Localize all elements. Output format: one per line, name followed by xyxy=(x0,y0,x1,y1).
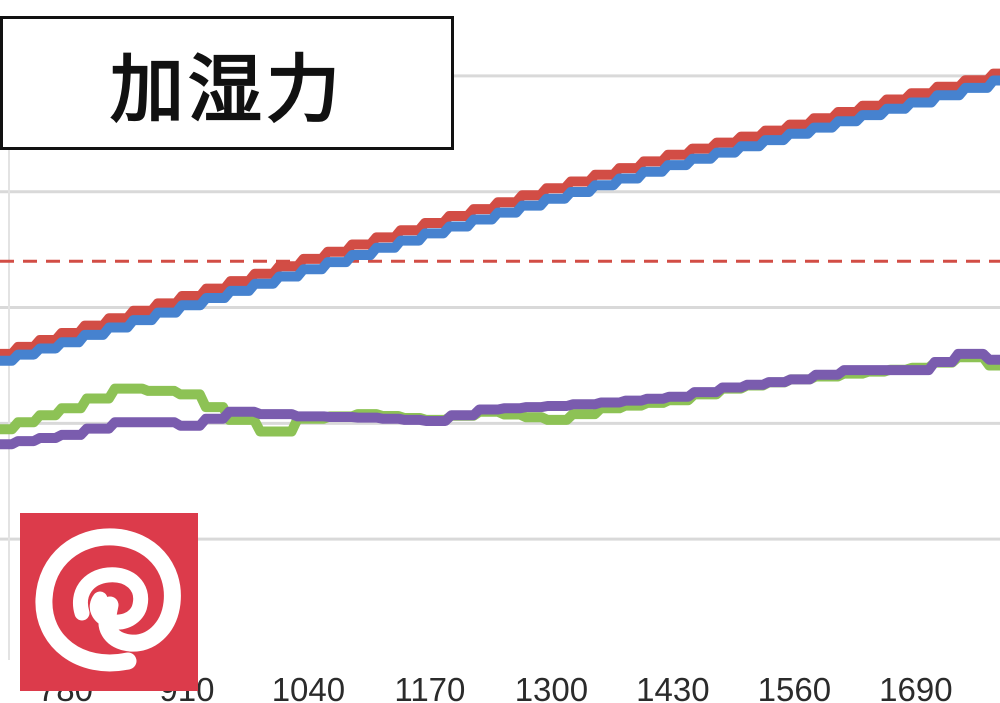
series-line-4 xyxy=(0,348,1000,450)
at-swirl-icon xyxy=(20,513,198,691)
x-tick-label: 1430 xyxy=(636,671,709,703)
x-tick-label: 1560 xyxy=(758,671,831,703)
brand-logo xyxy=(20,513,198,691)
x-tick-label: 1300 xyxy=(515,671,588,703)
x-tick-label: 1690 xyxy=(879,671,952,703)
x-tick-label: 1170 xyxy=(394,671,465,703)
series-line-1 xyxy=(0,68,1000,359)
chart-title: 加湿力 xyxy=(110,46,344,133)
x-tick-label: 1040 xyxy=(272,671,345,703)
series-lines xyxy=(0,68,1000,450)
chart-title-box: 加湿力 xyxy=(0,16,454,150)
series-line-2 xyxy=(0,75,1000,366)
